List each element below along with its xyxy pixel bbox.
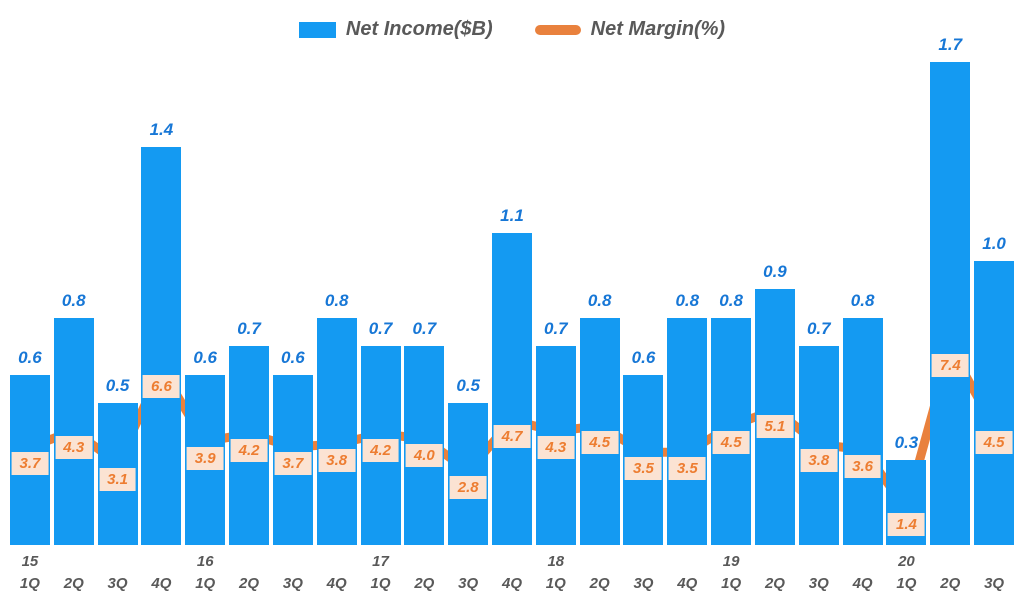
x-axis-year-label: 15	[21, 553, 39, 570]
net-income-value-label: 1.0	[982, 234, 1006, 253]
net-income-bar	[798, 346, 839, 545]
net-margin-swatch-icon	[534, 24, 581, 35]
x-axis-quarter-label: 1Q	[545, 575, 566, 592]
x-axis-quarter-label: 2Q	[589, 575, 610, 592]
x-axis-quarter-label: 2Q	[63, 575, 84, 592]
net-income-value-label: 1.7	[938, 35, 963, 54]
net-income-value-label: 0.8	[587, 291, 612, 310]
net-income-value-label: 0.7	[237, 319, 261, 338]
net-margin-value-label: 4.5	[975, 430, 1013, 454]
x-axis-quarter-label: 1Q	[896, 575, 917, 592]
net-margin-legend-label: Net Margin(%)	[590, 18, 726, 40]
net-margin-value-label: 4.0	[405, 444, 443, 467]
net-margin-value-label: 7.4	[931, 353, 969, 377]
legend-item-net-income: Net Income($B)	[298, 18, 493, 41]
x-axis-quarter-label: 4Q	[151, 575, 172, 592]
net-income-bar	[667, 318, 708, 545]
x-axis-quarter-label: 3Q	[458, 575, 479, 592]
x-axis-quarter-label: 1Q	[19, 575, 40, 592]
net-margin-value-label: 4.3	[55, 436, 93, 460]
net-income-value-label: 1.4	[149, 120, 174, 139]
net-income-value-label: 0.7	[806, 319, 831, 338]
net-margin-value-label: 3.8	[800, 449, 838, 473]
x-axis-quarter-label: 3Q	[633, 575, 654, 592]
net-income-value-label: 0.7	[368, 319, 393, 338]
x-axis-quarter-label: 1Q	[721, 575, 742, 592]
net-income-value-label: 0.7	[543, 319, 568, 338]
net-margin-value-label: 4.2	[230, 438, 268, 462]
x-axis-year-label: 16	[196, 553, 214, 570]
net-income-bar	[448, 403, 489, 545]
net-income-value-label: 0.8	[675, 291, 700, 310]
net-margin-value-label: 3.8	[318, 449, 356, 473]
net-income-value-label: 0.8	[850, 291, 875, 310]
net-income-value-label: 0.6	[193, 348, 218, 367]
net-margin-value-label: 5.1	[756, 414, 794, 438]
x-axis-quarter-label: 2Q	[239, 575, 260, 592]
x-axis-quarter-label: 4Q	[501, 575, 523, 592]
net-income-value-label: 0.8	[719, 291, 743, 310]
net-income-value-label: 0.6	[631, 348, 656, 367]
net-income-value-label: 0.5	[105, 376, 130, 395]
net-margin-value-label: 6.6	[142, 375, 180, 399]
net-income-value-label: 0.9	[763, 262, 787, 281]
net-income-bar	[141, 147, 182, 545]
net-income-bar	[842, 318, 883, 545]
net-income-value-label: 0.7	[412, 319, 437, 338]
net-income-bar	[974, 261, 1015, 545]
net-margin-value-label: 3.6	[844, 454, 882, 478]
net-income-bar	[492, 233, 532, 545]
x-axis-quarter-label: 3Q	[107, 575, 128, 592]
x-axis-quarter-label: 1Q	[370, 575, 391, 592]
net-income-value-label: 0.8	[324, 291, 349, 310]
x-axis-quarter-label: 4Q	[326, 575, 347, 592]
net-income-bar	[316, 318, 357, 545]
net-income-value-label: 0.8	[61, 291, 86, 310]
net-income-value-label: 0.6	[18, 348, 42, 367]
net-income-bar	[53, 318, 94, 545]
x-axis-quarter-label: 1Q	[195, 575, 216, 592]
x-axis-quarter-label: 4Q	[852, 575, 873, 592]
x-axis-year-label: 19	[722, 553, 740, 570]
net-margin-value-label: 3.1	[99, 467, 136, 491]
net-margin-value-label: 3.7	[11, 451, 49, 475]
net-income-value-label: 0.3	[894, 433, 919, 452]
net-income-value-label: 0.6	[281, 348, 305, 367]
net-margin-value-label: 2.8	[449, 475, 487, 499]
net-margin-value-label: 1.4	[887, 512, 925, 536]
x-axis-quarter-label: 2Q	[764, 575, 785, 592]
net-margin-value-label: 4.2	[362, 438, 399, 462]
x-axis-year-label: 18	[547, 553, 565, 570]
x-axis-quarter-label: 3Q	[984, 575, 1005, 592]
net-margin-value-label: 4.7	[493, 425, 531, 449]
net-income-legend-label: Net Income($B)	[345, 18, 493, 40]
net-margin-value-label: 4.5	[712, 430, 750, 454]
net-margin-value-label: 3.9	[186, 446, 224, 470]
x-axis-quarter-label: 3Q	[282, 575, 303, 592]
x-axis-quarter-label: 2Q	[940, 575, 961, 592]
net-income-bar	[930, 62, 971, 545]
net-margin-value-label: 3.5	[668, 457, 706, 481]
chart-legend: Net Income($B) Net Margin(%)	[0, 18, 1024, 41]
x-axis-quarter-label: 2Q	[414, 575, 435, 592]
net-income-swatch-icon	[298, 21, 336, 38]
x-axis-year-label: 20	[898, 553, 915, 570]
legend-item-net-margin: Net Margin(%)	[534, 18, 726, 41]
net-margin-value-label: 4.3	[537, 436, 575, 460]
x-axis-quarter-label: 3Q	[808, 575, 829, 592]
net-margin-value-label: 3.5	[625, 457, 662, 481]
net-income-value-label: 1.1	[500, 206, 524, 225]
net-income-value-label: 0.5	[456, 376, 480, 395]
net-margin-value-label: 3.7	[274, 451, 312, 475]
x-axis-year-label: 17	[372, 553, 389, 570]
net-margin-value-label: 4.5	[581, 430, 619, 454]
x-axis-quarter-label: 4Q	[677, 575, 698, 592]
